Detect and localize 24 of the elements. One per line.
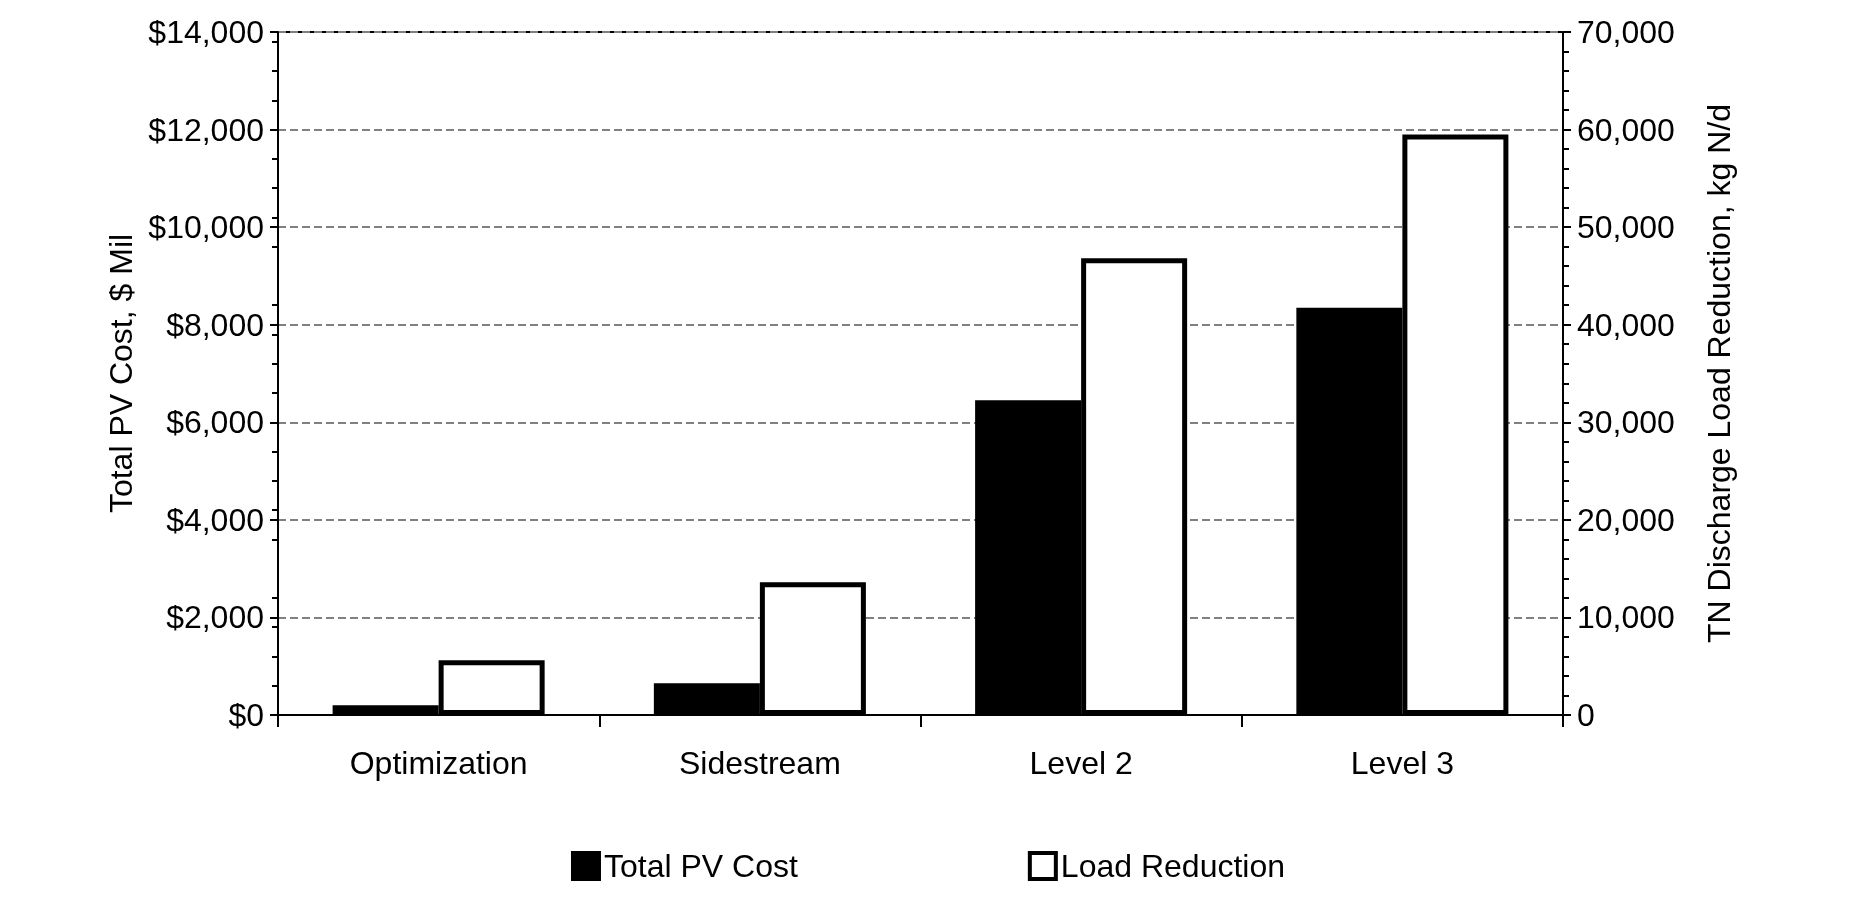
y-axis-title: Total PV Cost, $ Mil <box>103 233 140 514</box>
y2-axis-title: TN Discharge Load Reduction, kg N/d <box>1701 104 1737 643</box>
x-tick-label: Optimization <box>349 745 528 781</box>
y2-tick-label: 30,000 <box>1577 404 1675 441</box>
y2-tick-label: 40,000 <box>1577 306 1675 343</box>
y-tick-label: $10,000 <box>148 209 264 246</box>
y-tick-label: $14,000 <box>148 14 264 50</box>
y-tick-label: $2,000 <box>166 599 264 636</box>
x-tick-label: Level 2 <box>1029 745 1133 781</box>
y2-tick-label: 20,000 <box>1577 501 1675 538</box>
y2-tick-label: 70,000 <box>1577 14 1675 50</box>
y-tick-label: $8,000 <box>166 306 264 343</box>
legend-label: Total PV Cost <box>603 848 798 884</box>
x-tick-label: Sidestream <box>678 745 841 781</box>
y-tick-label: $12,000 <box>148 111 264 148</box>
y2-tick-label: 10,000 <box>1577 599 1675 636</box>
y2-tick-label: 60,000 <box>1577 111 1675 148</box>
y-tick-label: $0 <box>228 697 264 733</box>
y2-tick-label: 0 <box>1577 697 1595 733</box>
y-tick-label: $6,000 <box>166 404 264 441</box>
x-tick-label: Level 3 <box>1350 745 1454 781</box>
legend-label: Load Reduction <box>1060 848 1286 884</box>
y2-tick-label: 50,000 <box>1577 209 1675 246</box>
y-tick-label: $4,000 <box>166 501 264 538</box>
